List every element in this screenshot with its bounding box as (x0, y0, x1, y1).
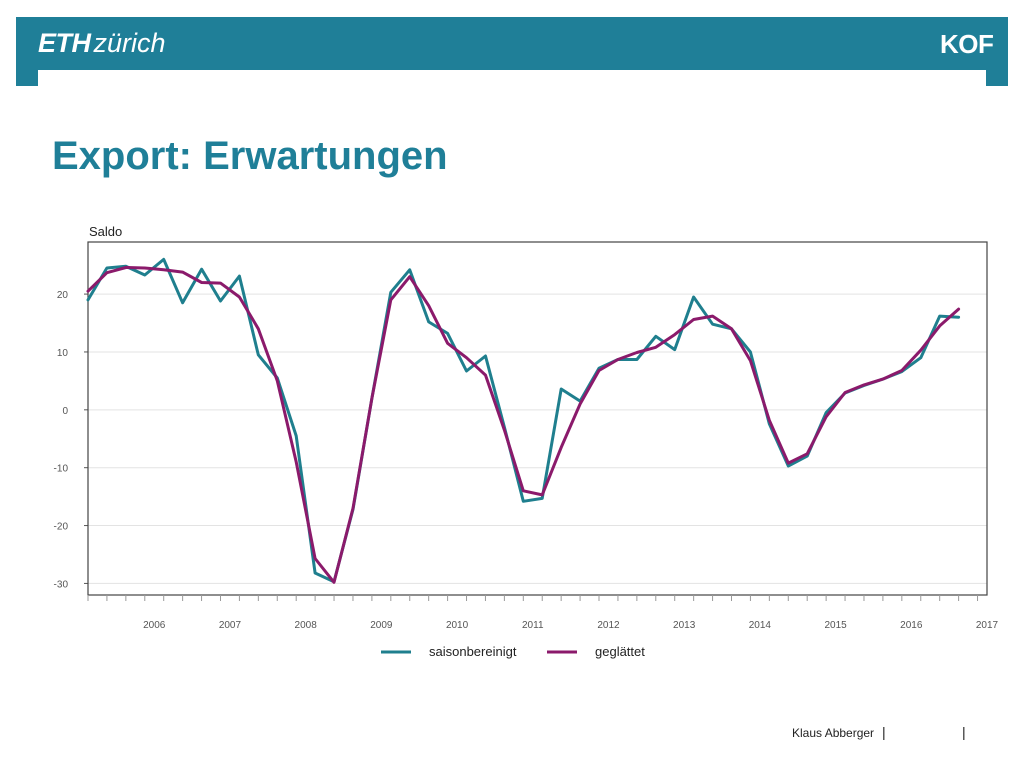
header-bar (16, 17, 1008, 70)
x-tick-label: 2015 (824, 620, 847, 631)
legend-label: saisonbereinigt (429, 644, 517, 659)
kof-logo: KOF (940, 29, 994, 59)
series-line-geglaettet (86, 266, 961, 584)
logo-zurich-text: zürich (93, 28, 166, 58)
y-tick-label: 10 (57, 348, 69, 359)
legend-label: geglättet (595, 644, 645, 659)
y-tick-label: 0 (62, 406, 68, 417)
x-tick-label: 2014 (749, 620, 772, 631)
x-tick-label: 2010 (446, 620, 469, 631)
x-tick-label: 2017 (976, 620, 999, 631)
x-tick-label: 2012 (597, 620, 620, 631)
plot-area (87, 241, 988, 596)
y-axis-label: Saldo (89, 224, 122, 239)
y-tick-label: 20 (57, 290, 69, 301)
logo-eth-text: ETH (38, 28, 91, 58)
x-tick-label: 2009 (370, 620, 393, 631)
footer-separator-1: | (882, 724, 886, 740)
x-tick-label: 2011 (522, 620, 544, 631)
header-bar-tab-right (986, 70, 1008, 86)
x-tick-label: 2008 (295, 620, 318, 631)
eth-zurich-logo: ETH zürich (38, 27, 166, 59)
x-tick-label: 2006 (143, 620, 166, 631)
x-tick-label: 2016 (900, 620, 923, 631)
y-tick-label: -10 (54, 464, 69, 475)
header-bar-tab-left (16, 70, 38, 86)
footer-author: Klaus Abberger (792, 726, 875, 740)
footer: Klaus Abberger | | (792, 724, 966, 740)
slide-title: Export: Erwartungen (52, 134, 448, 178)
y-tick-label: -30 (54, 579, 69, 590)
y-tick-label: -20 (54, 522, 69, 533)
x-tick-label: 2013 (673, 620, 696, 631)
x-tick-label: 2007 (219, 620, 242, 631)
series-line-saisonbereinigt (86, 257, 961, 584)
footer-separator-2: | (962, 724, 966, 740)
